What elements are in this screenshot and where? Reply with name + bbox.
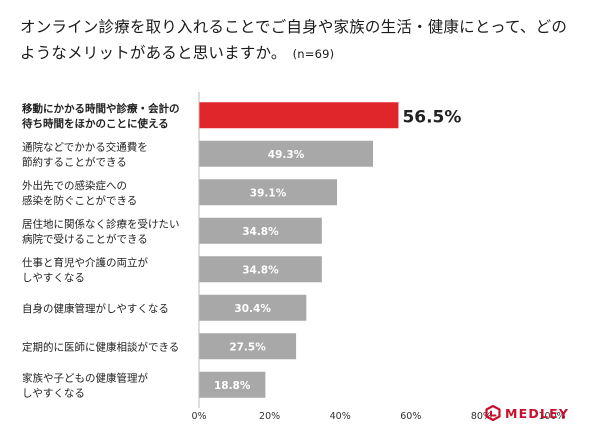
sample-size: (n=69) — [292, 47, 335, 61]
x-tick-label: 80% — [471, 411, 492, 422]
x-tick-label: 100% — [538, 411, 565, 422]
data-label: 39.1% — [250, 187, 287, 199]
data-label: 56.5% — [402, 107, 461, 127]
category-label: 仕事と育児や介護の両立がしやすくなる — [22, 256, 148, 284]
category-label: 定期的に医師に健康相談ができる — [22, 340, 179, 353]
data-label: 30.4% — [234, 303, 271, 315]
x-tick-label: 60% — [400, 411, 421, 422]
category-label: 自身の健康管理がしやすくなる — [22, 302, 169, 315]
bar — [199, 140, 374, 167]
bar — [199, 179, 338, 206]
bar-highlight — [199, 102, 399, 129]
chart-title: オンライン診療を取り入れることでご自身や家族の生活・健康にとって、どのようなメリ… — [20, 14, 580, 67]
medley-logo-icon — [485, 405, 501, 421]
logo-text: MEDLEY — [505, 405, 570, 421]
title-text: オンライン診療を取り入れることでご自身や家族の生活・健康にとって、どのようなメリ… — [20, 18, 568, 62]
bar — [199, 371, 266, 398]
data-label: 18.8% — [214, 380, 251, 392]
data-label: 27.5% — [229, 341, 266, 353]
x-tick-label: 20% — [259, 411, 280, 422]
bar — [199, 217, 322, 244]
x-tick-label: 40% — [330, 411, 351, 422]
medley-logo: MEDLEY — [485, 403, 569, 423]
data-label: 34.8% — [242, 226, 279, 238]
bar — [199, 256, 322, 283]
category-label: 家族や子どもの健康管理がしやすくなる — [22, 371, 148, 399]
x-tick-label: 0% — [191, 411, 206, 422]
data-label: 34.8% — [242, 264, 279, 276]
data-label: 49.3% — [268, 149, 305, 161]
category-label: 通院などでかかる交通費を節約することができる — [22, 140, 148, 168]
category-label: 居住地に関係なく診療を受けたい病院で受けることができる — [22, 217, 180, 245]
category-label: 移動にかかる時間や診療・会計の待ち時間をほかのことに使える — [22, 102, 180, 130]
category-label: 外出先での感染症への感染を防ぐことができる — [22, 179, 137, 207]
bar — [199, 333, 297, 360]
bar — [199, 294, 307, 321]
